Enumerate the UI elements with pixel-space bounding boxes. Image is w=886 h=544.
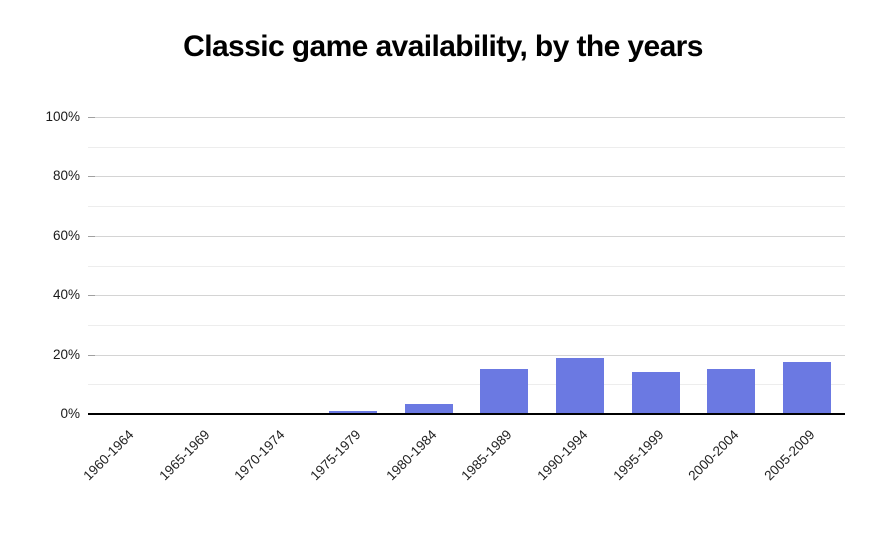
y-axis-tickmark xyxy=(88,235,95,237)
gridline-minor xyxy=(88,146,845,148)
bar-1990-1994 xyxy=(556,357,605,414)
y-axis-tickmark xyxy=(88,176,95,178)
y-axis-tick-label: 40% xyxy=(52,287,80,303)
y-axis-tickmark xyxy=(88,117,95,118)
x-axis-tick-label: 2005-2009 xyxy=(761,427,818,484)
y-axis-tick-label: 100% xyxy=(45,109,80,124)
bar-2000-2004 xyxy=(707,369,756,414)
bar-1995-1999 xyxy=(631,372,680,414)
y-axis-tick-label: 0% xyxy=(60,406,80,421)
gridline-major xyxy=(88,235,845,237)
y-axis-tick-label: 20% xyxy=(52,346,80,362)
y-axis-tick-label: 60% xyxy=(52,227,80,243)
gridline-major xyxy=(88,354,845,356)
gridline-major xyxy=(88,117,845,118)
gridline-major xyxy=(88,176,845,178)
bar-1975-1979 xyxy=(328,411,377,414)
bar-1980-1984 xyxy=(404,403,453,414)
bar-1985-1989 xyxy=(480,369,529,414)
bar-2005-2009 xyxy=(783,362,832,414)
y-axis-tickmark xyxy=(88,354,95,356)
y-axis-tick-label: 80% xyxy=(52,168,80,184)
gridline-minor xyxy=(88,324,845,326)
x-axis-line xyxy=(88,413,845,415)
y-axis-tickmark xyxy=(88,295,95,297)
gridline-minor xyxy=(88,265,845,267)
gridline-major xyxy=(88,295,845,297)
plot-area: 0% 20% 40% 60% 80% 100% 1960-1964 1965-1969 1970… xyxy=(45,109,845,483)
gridline-minor xyxy=(88,384,845,386)
chart-title: Classic game availability, by the years xyxy=(183,30,703,63)
gridline-minor xyxy=(88,206,845,208)
